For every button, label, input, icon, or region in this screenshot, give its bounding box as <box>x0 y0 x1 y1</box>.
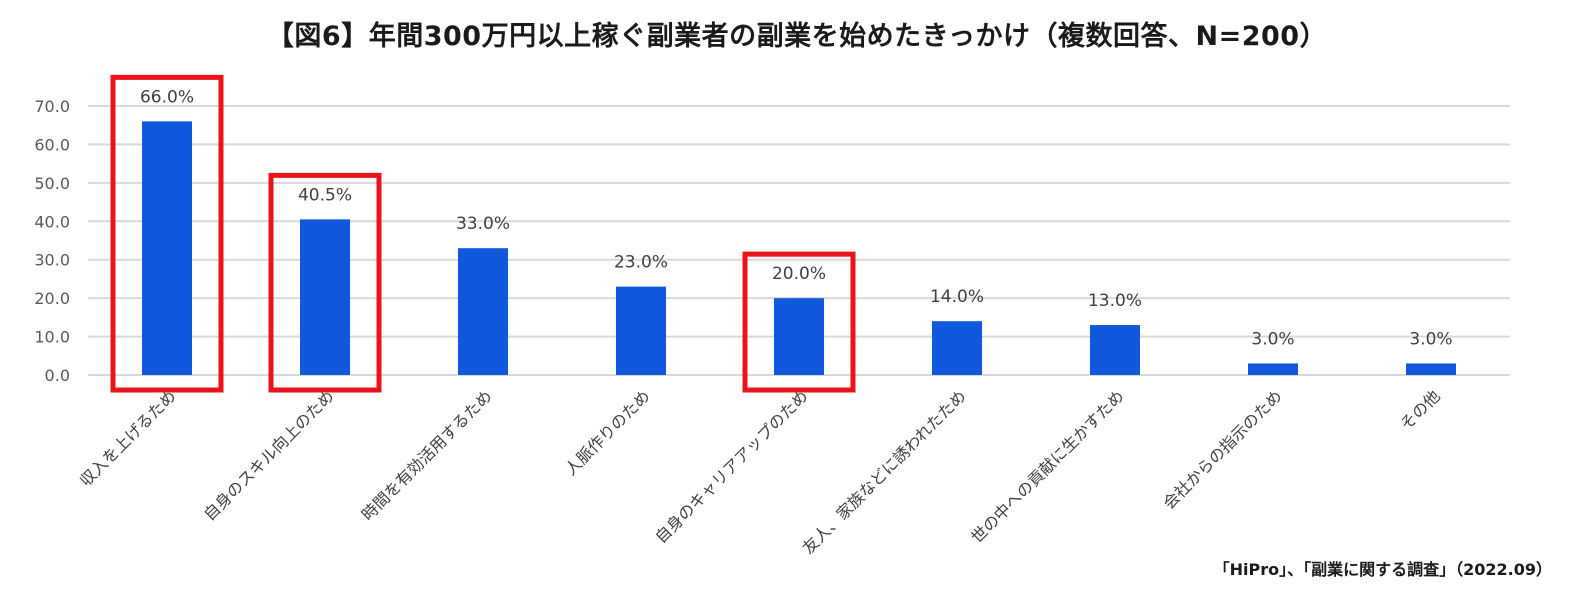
bars <box>142 121 1456 375</box>
highlight-box <box>742 251 856 393</box>
bar <box>774 298 824 375</box>
category-label: 時間を有効活用するため <box>358 386 496 524</box>
bar <box>1406 363 1456 375</box>
data-label: 33.0% <box>456 214 510 234</box>
category-label: その他 <box>1396 386 1443 433</box>
y-tick-label: 10.0 <box>34 328 70 347</box>
y-axis-ticks: 0.0 10.0 20.0 30.0 40.0 50.0 60.0 70.0 <box>34 97 70 385</box>
chart-title: 【図6】年間300万円以上稼ぐ副業者の副業を始めたきっかけ（複数回答、N=200… <box>266 21 1328 52</box>
highlight-boxes <box>110 74 856 393</box>
data-label: 66.0% <box>140 87 194 107</box>
category-label: 自身のキャリアアップのため <box>651 386 812 547</box>
bar <box>616 286 666 375</box>
y-tick-label: 30.0 <box>34 251 70 270</box>
category-label: 会社からの指示のため <box>1159 386 1286 513</box>
y-tick-label: 20.0 <box>34 289 70 308</box>
highlight-box <box>110 74 224 393</box>
data-label: 40.5% <box>298 185 352 205</box>
data-label: 13.0% <box>1088 291 1142 311</box>
y-tick-label: 50.0 <box>34 174 70 193</box>
y-tick-label: 70.0 <box>34 97 70 116</box>
y-tick-label: 0.0 <box>45 366 70 385</box>
bar <box>142 121 192 375</box>
data-label: 20.0% <box>772 264 826 284</box>
source-note: 「HiPro」、「副業に関する調査」（2022.09） <box>1213 560 1552 579</box>
data-label: 3.0% <box>1409 329 1452 349</box>
y-tick-label: 60.0 <box>34 135 70 154</box>
category-label: 人脈作りのため <box>561 386 654 479</box>
bar <box>1248 363 1298 375</box>
category-label: 収入を上げるため <box>76 386 180 490</box>
data-label: 14.0% <box>930 287 984 307</box>
bar <box>300 219 350 375</box>
x-axis-categories: 収入を上げるため 自身のスキル向上のため 時間を有効活用するため 人脈作りのため自身の… <box>76 386 1444 557</box>
data-label: 3.0% <box>1251 329 1294 349</box>
bar <box>932 321 982 375</box>
data-labels: 66.0% 40.5% 33.0% 23.0% 20.0% 14.0% 13.0% 3.0% 3… <box>140 87 1453 349</box>
data-label: 23.0% <box>614 253 668 273</box>
category-label: 世の中への貢献に生かすため <box>967 386 1128 547</box>
y-tick-label: 40.0 <box>34 212 70 231</box>
bar <box>458 248 508 375</box>
bar <box>1090 325 1140 375</box>
category-label: 自身のスキル向上のため <box>200 386 338 524</box>
highlight-box <box>268 172 382 393</box>
category-label: 友人、家族などに誘われたため <box>799 386 970 557</box>
